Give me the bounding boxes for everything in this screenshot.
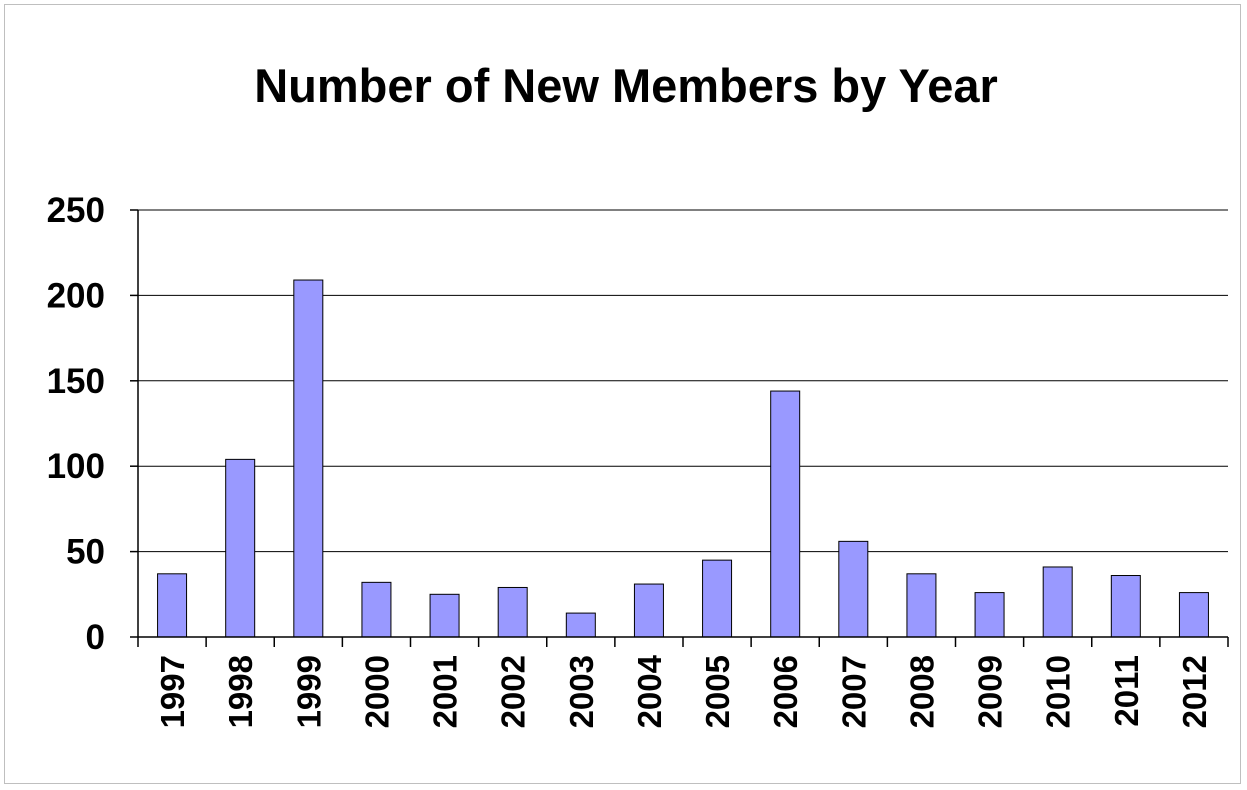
x-tick-label-2011: 2011 (1108, 655, 1145, 727)
bar-2008 (906, 573, 937, 638)
bar-1998 (225, 458, 256, 638)
x-tick-label-2002: 2002 (495, 655, 532, 728)
bar-2000 (361, 581, 392, 638)
x-tick-label-1997: 1997 (154, 655, 191, 728)
tick-labels: 0 50 100 150 200 250 1997 1998 1999 2000 2001 2002 2… (47, 191, 1213, 728)
bar-1997 (157, 573, 188, 638)
bar-2002 (497, 586, 528, 638)
x-tick-label-2001: 2001 (427, 655, 464, 728)
bar-2004 (633, 583, 664, 638)
bar-2005 (702, 559, 733, 638)
bar-2012 (1178, 592, 1209, 638)
y-tick-label-50: 50 (66, 533, 105, 572)
y-tick-label-100: 100 (47, 447, 105, 486)
x-tick-label-2006: 2006 (767, 655, 804, 728)
y-tick-label-150: 150 (47, 362, 105, 401)
x-tick-label-2012: 2012 (1176, 655, 1213, 728)
chart-title: Number of New Members by Year (254, 59, 998, 112)
x-tick-label-2008: 2008 (903, 655, 940, 728)
bar-2003 (565, 612, 596, 638)
bar-2009 (974, 592, 1005, 638)
x-tick-label-2010: 2010 (1040, 655, 1077, 728)
y-tick-label-0: 0 (86, 618, 105, 657)
bar-2010 (1042, 566, 1073, 638)
x-tick-label-2003: 2003 (563, 655, 600, 728)
bar-2001 (429, 593, 460, 638)
chart-frame (4, 4, 1241, 784)
x-tick-label-1998: 1998 (222, 655, 259, 728)
bar-2007 (838, 540, 869, 638)
x-tick-label-1999: 1999 (290, 655, 327, 728)
y-tick-label-250: 250 (47, 191, 105, 230)
x-tick-label-2007: 2007 (835, 655, 872, 728)
x-tick-label-2009: 2009 (972, 655, 1009, 728)
x-tick-label-2004: 2004 (631, 654, 668, 728)
x-tick-label-2000: 2000 (358, 655, 395, 728)
bars (157, 279, 1209, 638)
axes (130, 209, 1229, 647)
y-tick-label-200: 200 (47, 276, 105, 315)
x-tick-label-2005: 2005 (699, 655, 736, 728)
bar-2006 (770, 390, 801, 638)
bar-2011 (1110, 575, 1141, 638)
bar-1999 (293, 279, 324, 638)
